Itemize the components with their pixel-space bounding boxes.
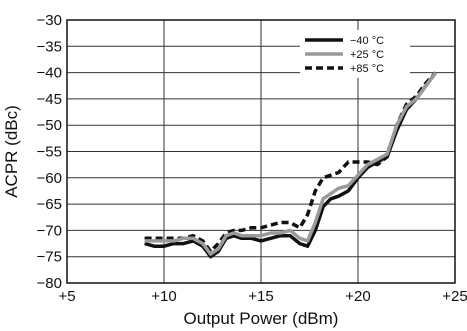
x-axis-title: Output Power (dBm) [184,309,339,328]
x-tick-label: +15 [248,288,273,305]
x-tick-label: +5 [58,288,75,305]
legend-label-2: +85 °C [350,63,384,75]
x-tick-label: +20 [345,288,370,305]
series-line-2 [144,71,437,254]
y-tick-label: −80 [37,275,62,292]
legend-label-0: −40 °C [350,35,384,47]
legend-label-1: +25 °C [350,49,384,61]
series-layer [144,71,438,259]
plot-frame [66,19,456,284]
series-line-0 [144,71,438,259]
y-tick-label: −45 [37,91,62,108]
y-axis-title: ACPR (dBc) [2,105,21,198]
tick-labels: +5 +10 +15 +20 +25 −80 −75 −70 −65 −60 −55 −50 −45 −4… [37,12,467,305]
series-line-1 [144,71,438,256]
y-tick-label: −55 [37,144,62,161]
y-tick-label: −30 [37,12,62,29]
y-tick-label: −75 [37,249,62,266]
x-tick-label: +25 [442,288,467,305]
y-tick-label: −60 [37,170,62,187]
y-tick-label: −35 [37,38,62,55]
legend: −40 °C +25 °C +85 °C [300,30,410,78]
x-tick-label: +10 [151,288,176,305]
y-tick-label: −40 [37,65,62,82]
y-tick-label: −70 [37,222,62,239]
y-tick-label: −65 [37,196,62,213]
y-tick-label: −50 [37,117,62,134]
